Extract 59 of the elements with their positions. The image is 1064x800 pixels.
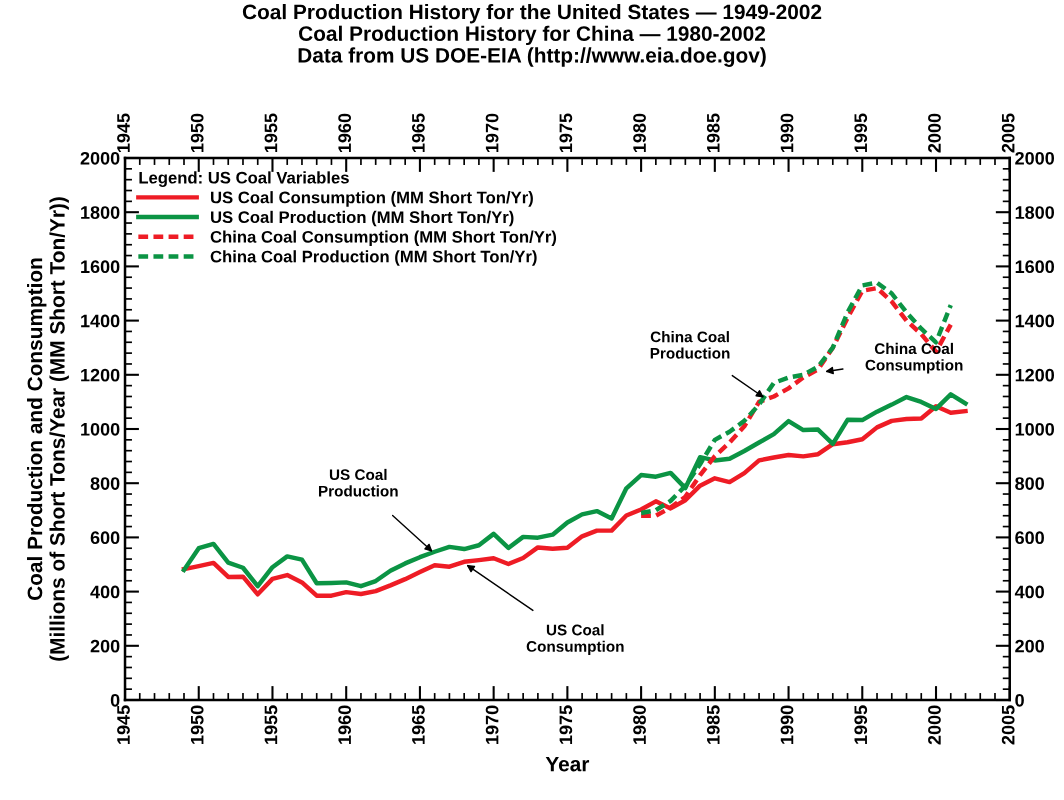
x2-tick-label: 1985 [706,113,720,152]
y-tick-label: 1800 [81,206,120,219]
x2-tick-label: 1990 [780,113,794,152]
y2-tick-label: 800 [1015,477,1044,490]
y2-tick-label: 1600 [1015,260,1055,274]
x-tick-label: 1965 [411,705,425,744]
annotation: US Coal Consumption [526,624,624,655]
annotation: US Coal Production [318,468,398,497]
x2-tick-label: 1980 [633,113,646,152]
x2-tick-label: 1950 [190,113,204,152]
x-tick-label: 1990 [780,705,794,744]
x2-tick-label: 2000 [928,113,941,153]
legend-title: Legend: US Coal Variables [139,171,349,187]
x2-tick-label: 2005 [1001,113,1015,153]
x2-tick-label: 1955 [264,113,278,152]
x2-tick-label: 1975 [559,113,573,152]
x-tick-label: 1950 [190,705,204,744]
y2-tick-label: 0 [1015,693,1024,707]
y-tick-label: 600 [90,531,120,545]
x2-tick-label: 1945 [117,113,130,152]
y2-tick-label: 1000 [1015,422,1055,436]
y2-tick-label: 600 [1015,531,1044,545]
x-axis-title: Year [545,756,590,772]
x-tick-label: 1980 [633,705,646,744]
legend-label: US Coal Consumption (MM Short Ton/Yr) [211,191,533,207]
x-tick-label: 2005 [1001,705,1015,745]
y2-tick-label: 200 [1015,639,1044,653]
x2-tick-label: 1970 [485,113,499,152]
chart-title: Coal Production History for the United States — 1949-2002 Coal Production History for China — 1980-2002 Data from US DOE-EIA (http://www.eia.doe.gov) [242,4,822,67]
x-tick-label: 1970 [485,705,499,744]
y-tick-label: 1200 [81,368,120,382]
y-tick-label: 1600 [81,260,120,274]
y2-tick-label: 1400 [1015,314,1055,328]
y-tick-label: 1000 [81,422,120,436]
x-tick-label: 1955 [264,705,278,744]
x2-tick-label: 1995 [854,113,868,152]
x-tick-label: 1945 [117,705,130,744]
y2-tick-label: 1800 [1015,206,1055,219]
y-tick-label: 0 [110,693,120,707]
x-tick-label: 1985 [706,705,720,744]
x-tick-label: 1995 [854,705,868,744]
y-tick-label: 1400 [81,314,120,328]
x2-tick-label: 1965 [411,113,425,152]
y-tick-label: 200 [90,639,120,653]
legend-label: China Coal Production (MM Short Ton/Yr) [210,250,537,266]
y2-tick-label: 400 [1014,585,1044,599]
x-tick-label: 1960 [338,705,352,744]
y2-tick-label: 2000 [1015,151,1055,165]
x-tick-label: 2000 [928,705,941,745]
y-tick-label: 2000 [80,151,120,165]
y2-tick-label: 1200 [1015,368,1055,382]
y-axis-title: Coal Production and Consumption (Millions of Short Tons/Year (MM Short Ton/Yr)) [27,197,69,661]
legend-label: US Coal Production (MM Short Ton/Yr) [211,210,514,227]
x-tick-label: 1975 [559,705,573,744]
annotation: China Coal Production [650,331,730,359]
legend-label: China Coal Consumption (MM Short Ton/Yr) [210,230,557,247]
y-tick-label: 400 [90,585,120,599]
x2-tick-label: 1960 [338,113,352,152]
y-tick-label: 800 [90,477,120,490]
